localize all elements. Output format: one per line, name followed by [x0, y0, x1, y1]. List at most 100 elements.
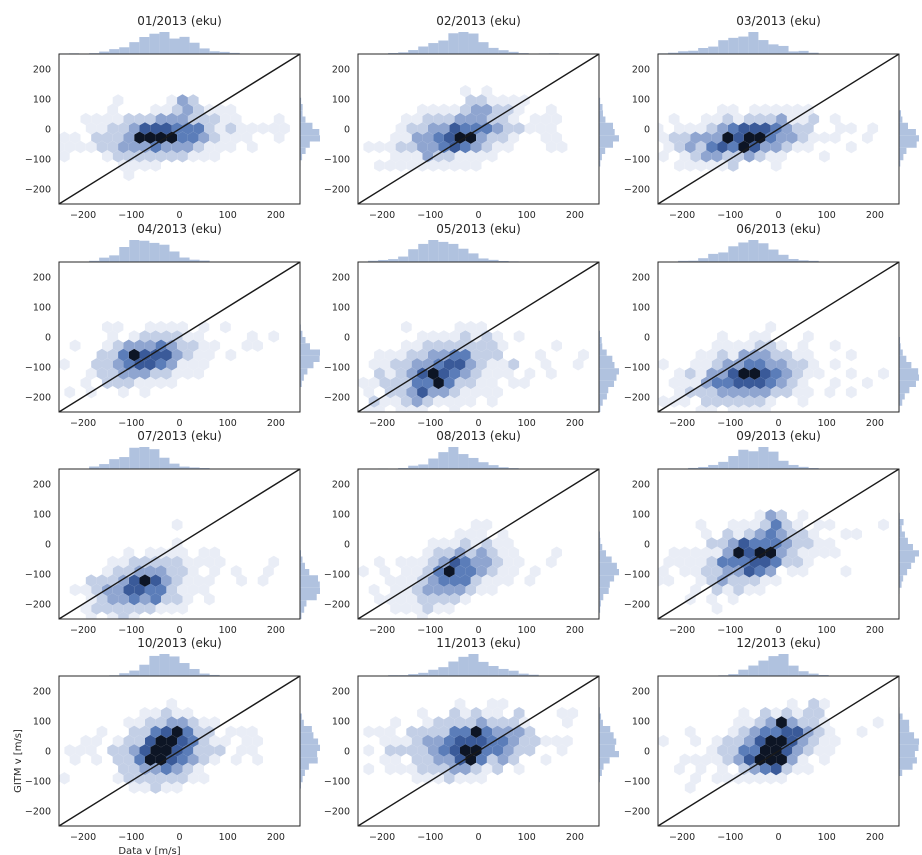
- hexbin-cell: [551, 734, 562, 748]
- hexbin-cell: [813, 744, 825, 757]
- hexbin-cell: [481, 386, 493, 399]
- hexbin-cell: [59, 772, 70, 785]
- marginal-x-bar: [768, 656, 779, 676]
- hexbin-cell: [738, 404, 750, 412]
- marginal-x-bar: [179, 36, 190, 54]
- hexbin-cell: [454, 150, 466, 163]
- hexbin-cell: [684, 159, 696, 172]
- marginal-y-bar: [899, 147, 907, 154]
- hexbin-cell: [743, 583, 755, 597]
- hexbin-cell: [187, 94, 199, 107]
- hexbin-cell: [118, 555, 129, 569]
- hexbin-cell: [161, 348, 172, 362]
- hexbin-cell: [754, 358, 766, 371]
- hexbin-cell: [155, 358, 167, 371]
- marginal-x-bar: [758, 243, 769, 262]
- hexbin-cell: [765, 131, 777, 144]
- hexbin-cell: [679, 150, 691, 163]
- hexbin-cell: [139, 762, 151, 776]
- marginal-y-bar: [899, 387, 910, 394]
- hexbin-cell: [112, 583, 124, 597]
- hexbin-cell: [422, 716, 434, 729]
- hexbin-cell: [438, 762, 450, 776]
- x-tick-label: 0: [475, 210, 481, 221]
- hexbin-cell: [776, 716, 787, 729]
- hexbin-cell: [792, 725, 803, 738]
- hexbin-cell: [443, 565, 455, 578]
- hexbin-cell: [470, 707, 482, 720]
- marginal-x-bar: [119, 457, 130, 469]
- marginal-y-bar: [599, 581, 610, 588]
- hexbin-cell: [427, 330, 439, 343]
- hexbin-cell: [813, 537, 825, 550]
- hexbin-cell: [690, 565, 701, 578]
- hexbin-cell: [695, 386, 707, 399]
- hexbin-cell: [754, 716, 766, 729]
- hexbin-cell: [781, 386, 793, 399]
- hexbin-cell: [193, 348, 204, 362]
- marginal-y-bar: [300, 116, 306, 123]
- marginal-x-bar: [418, 243, 429, 262]
- hexbin-cell: [808, 131, 820, 144]
- hexbin-cell: [824, 537, 836, 550]
- y-tick-label: −100: [25, 570, 51, 581]
- hexbin-cell: [701, 546, 712, 559]
- hexbin-cell: [722, 395, 734, 408]
- hexbin-cell: [384, 725, 396, 738]
- hexbin-cell: [481, 85, 493, 98]
- hexbin-cell: [470, 103, 482, 116]
- hexbin-cell: [427, 386, 439, 399]
- hexbin-cell: [754, 395, 766, 408]
- hexbin-cell: [401, 339, 412, 352]
- hexbin-cell: [417, 140, 428, 154]
- hexbin-cell: [738, 348, 750, 362]
- hexbin-cell: [813, 707, 825, 720]
- hexbin-cell: [161, 103, 172, 116]
- hexbin-cell: [765, 150, 777, 163]
- hexbin-cell: [524, 367, 536, 380]
- hexbin-cell: [706, 122, 718, 135]
- hexbin-cell: [492, 386, 503, 399]
- marginal-x-bar: [229, 52, 240, 54]
- hexbin-cell: [390, 602, 401, 615]
- hexbin-cell: [155, 753, 167, 766]
- plot-frame: [58, 261, 301, 413]
- marginal-x-bar: [808, 260, 819, 262]
- hexbin-cell: [102, 602, 113, 615]
- hexbin-cell: [411, 358, 423, 371]
- hexbin-cell: [727, 518, 739, 531]
- hexbin-cell: [118, 122, 129, 135]
- hexbin-cell: [161, 574, 172, 587]
- hexbin-cell: [781, 762, 793, 776]
- hexbin-cell: [460, 330, 471, 343]
- marginal-x-bar: [798, 50, 809, 54]
- hexbin-cell: [733, 131, 744, 144]
- hexbin-cell: [465, 94, 477, 107]
- hexbin-cell: [198, 339, 210, 352]
- x-tick-label: −100: [717, 625, 743, 636]
- hexbin-cell: [486, 697, 498, 711]
- hexbin-cell: [797, 546, 809, 559]
- marginal-x-bar: [408, 50, 419, 54]
- hexbin-cell: [803, 348, 814, 362]
- hexbin-cell: [674, 140, 685, 154]
- y-tick-label: 0: [344, 125, 350, 136]
- hexbin-cell: [508, 112, 520, 126]
- marginal-x-bar: [408, 465, 419, 469]
- hexbin-cell: [85, 122, 97, 135]
- x-tick-label: 200: [866, 625, 884, 636]
- hexbin-cell: [150, 725, 161, 738]
- marginal-x-bar: [119, 47, 130, 54]
- hexbin-cell: [406, 404, 418, 412]
- hexbin-cell: [171, 140, 183, 154]
- hexbin-cell: [743, 112, 755, 126]
- marginal-x-bar: [788, 258, 799, 262]
- hexbin-cell: [743, 772, 755, 785]
- marginal-y-bar: [300, 349, 320, 356]
- hexbin-cell: [454, 320, 466, 334]
- marginal-y-bar: [599, 751, 619, 758]
- hexbin-cell: [711, 395, 723, 408]
- hexbin-cell: [112, 565, 124, 578]
- hexbin-cell: [443, 376, 455, 390]
- hexbin-cell: [171, 348, 183, 362]
